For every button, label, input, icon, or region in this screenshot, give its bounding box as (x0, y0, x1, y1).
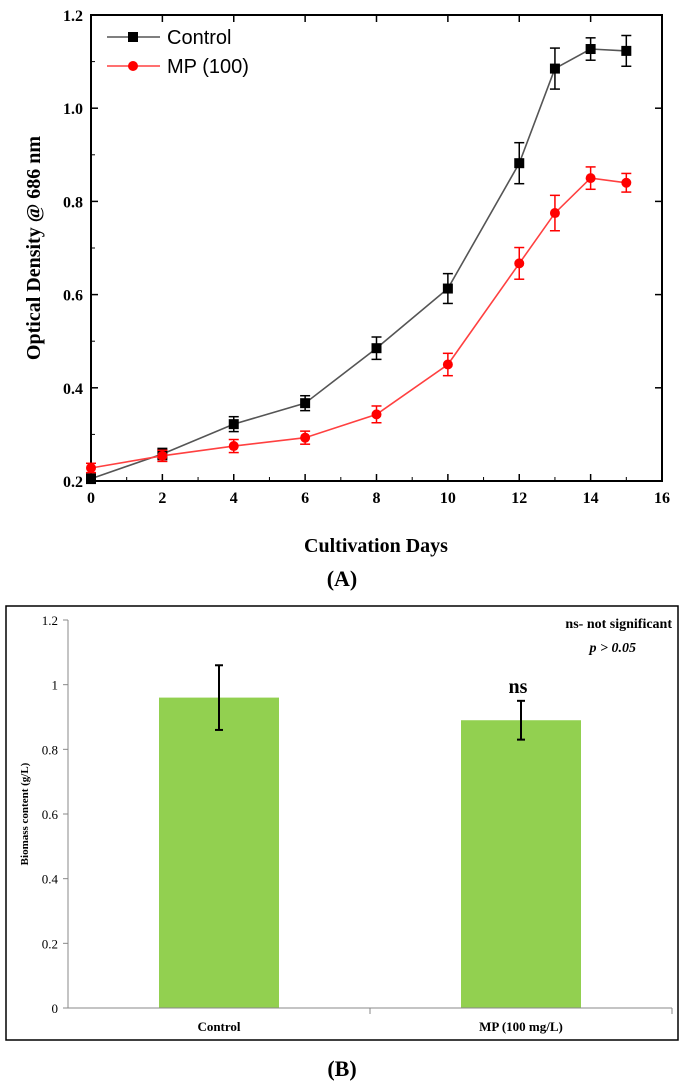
panel-a-data-point (585, 173, 596, 184)
panel-a-legend-label: MP (100) (167, 56, 249, 78)
panel-a-data-point (514, 258, 525, 269)
panel-a-data-point (442, 359, 453, 370)
panel-b-bar (461, 720, 581, 1008)
panel-a-y-tick-label: 0.6 (63, 288, 83, 305)
panel-a-series-line (90, 48, 627, 480)
panel-a-data-point (621, 45, 632, 56)
panel-a-x-tick-label: 16 (654, 490, 670, 507)
panel-b-label: (B) (327, 1056, 356, 1081)
panel-a-x-tick-label: 10 (440, 490, 456, 507)
panel-b-bar-chart: 0 0.2 0.4 0.6 0.8 1 1.2 Control MP (100 mg/L) ns… (5, 605, 679, 1081)
panel-a-label: (A) (327, 566, 358, 591)
panel-a-legend-marker (128, 32, 138, 42)
panel-b-category-label: Control (197, 1019, 240, 1034)
panel-b-y-tick-label: 0.4 (42, 872, 59, 887)
panel-a-x-tick-label: 0 (87, 490, 95, 507)
panel-b-significance-label: ns (509, 676, 528, 698)
panel-a-y-axis-label: Optical Density @ 686 nm (23, 136, 45, 361)
panel-a-data-point (442, 283, 453, 294)
panel-b-y-tick-label: 0 (52, 1001, 59, 1016)
panel-a-data-point (549, 208, 560, 219)
panel-a-data-point (514, 158, 525, 169)
panel-a-data-point (86, 473, 96, 484)
panel-a-legend-marker (128, 61, 138, 71)
panel-a-data-point (371, 343, 382, 354)
panel-b-y-tick-label: 0.8 (42, 742, 58, 757)
panel-a-legend-label: Control (167, 27, 231, 49)
panel-a-x-tick-label: 4 (230, 490, 238, 507)
panel-a-data-point (300, 432, 311, 443)
panel-a-x-tick-label: 6 (301, 490, 309, 507)
panel-a-data-point (228, 441, 239, 452)
panel-b-y-tick-label: 1 (52, 678, 59, 693)
panel-b-y-axis-label: Biomass content (g/L) (19, 762, 31, 865)
panel-a-series-line (90, 177, 627, 469)
panel-a-y-tick-label: 1.2 (63, 8, 83, 25)
panel-a-line-chart: 0 2 4 6 8 10 12 14 16 0.2 0.4 0.6 0.8 1.0 1.2 Control… (23, 8, 670, 591)
panel-a-y-tick-label: 0.2 (63, 474, 83, 491)
panel-a-x-tick-label: 14 (583, 490, 599, 507)
panel-b-bar (159, 697, 279, 1008)
panel-b-note-line-2: p > 0.05 (589, 641, 636, 656)
panel-a-x-tick-label: 2 (158, 490, 166, 507)
panel-a-legend: Control MP (100) (107, 27, 249, 78)
panel-a-y-tick-label: 0.8 (63, 194, 83, 211)
panel-a-data-point (371, 409, 382, 420)
panel-b-category-label: MP (100 mg/L) (479, 1019, 563, 1034)
panel-a-data-point (86, 462, 96, 473)
panel-b-y-tick-label: 0.6 (42, 807, 59, 822)
panel-a-x-tick-label: 8 (373, 490, 381, 507)
panel-a-data-point (300, 398, 311, 409)
panel-a-x-axis-label: Cultivation Days (304, 535, 448, 557)
panel-a-data-point (621, 177, 632, 188)
panel-b-note-line-1: ns- not significant (565, 617, 672, 632)
panel-a-data-point (549, 63, 560, 74)
panel-a-data-point (585, 44, 596, 55)
panel-a-y-tick-label: 1.0 (63, 101, 83, 118)
panel-a-data-point (228, 419, 239, 430)
panel-a-data-point (157, 450, 168, 461)
panel-b-y-tick-label: 0.2 (42, 936, 58, 951)
panel-b-y-tick-label: 1.2 (42, 613, 58, 628)
panel-a-x-tick-label: 12 (511, 490, 527, 507)
panel-a-y-tick-label: 0.4 (63, 381, 83, 398)
panel-b-outer-frame (5, 605, 679, 1041)
